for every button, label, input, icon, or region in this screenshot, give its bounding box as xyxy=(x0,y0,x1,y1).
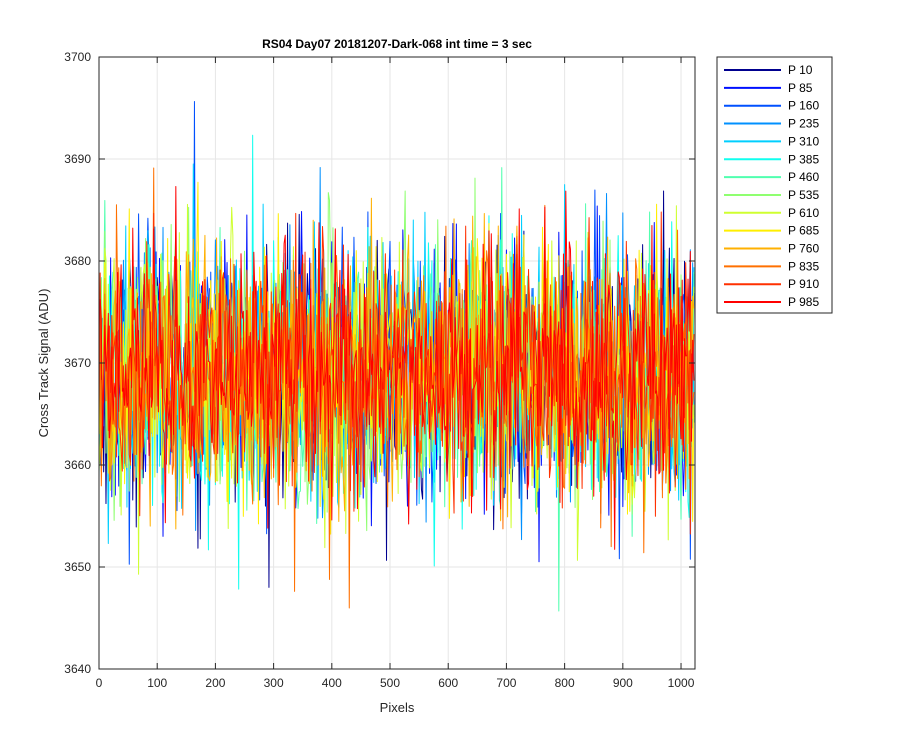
x-tick-label: 0 xyxy=(96,676,103,690)
x-axis-label: Pixels xyxy=(380,700,415,715)
legend-entry: P 535 xyxy=(788,188,819,202)
x-tick-label: 600 xyxy=(438,676,458,690)
legend-entry: P 85 xyxy=(788,81,813,95)
legend-entry: P 910 xyxy=(788,277,819,291)
legend-entry: P 310 xyxy=(788,134,819,148)
y-tick-label: 3680 xyxy=(64,254,91,268)
legend-box xyxy=(716,56,833,314)
plot-area: 0 100 200 300 400 500 600 700 800 900 1000 3640 365… xyxy=(64,50,696,690)
legend-entry: P 460 xyxy=(788,170,819,184)
series-line-p985 xyxy=(98,185,695,550)
x-tick-label: 700 xyxy=(496,676,516,690)
x-tick-label: 1000 xyxy=(668,676,695,690)
y-tick-label: 3650 xyxy=(64,560,91,574)
legend-entry: P 160 xyxy=(788,99,819,113)
y-tick-label: 3690 xyxy=(64,152,91,166)
x-tick-label: 400 xyxy=(322,676,342,690)
x-tick-label: 500 xyxy=(380,676,400,690)
legend-entry: P 835 xyxy=(788,259,819,273)
legend-entry: P 760 xyxy=(788,242,819,256)
y-tick-label: 3670 xyxy=(64,356,91,370)
legend-entry: P 10 xyxy=(788,63,813,77)
x-axis-ticks: 0 100 200 300 400 500 600 700 800 900 1000 xyxy=(96,57,695,690)
series-lines xyxy=(98,100,695,612)
legend-entry: P 685 xyxy=(788,224,819,238)
x-tick-label: 800 xyxy=(555,676,575,690)
y-tick-label: 3700 xyxy=(64,50,91,64)
y-tick-label: 3640 xyxy=(64,662,91,676)
legend-entry: P 235 xyxy=(788,117,819,131)
y-tick-label: 3660 xyxy=(64,458,91,472)
legend-entry: P 385 xyxy=(788,152,819,166)
y-axis-label: Cross Track Signal (ADU) xyxy=(36,289,51,438)
chart-title: RS04 Day07 20181207-Dark-068 int time = … xyxy=(262,37,532,51)
y-axis-ticks: 3640 3650 3660 3670 3680 3690 3700 xyxy=(64,50,695,676)
x-tick-label: 200 xyxy=(205,676,225,690)
x-tick-label: 900 xyxy=(613,676,633,690)
x-tick-label: 300 xyxy=(264,676,284,690)
legend-entry: P 610 xyxy=(788,206,819,220)
legend-entry: P 985 xyxy=(788,295,819,309)
legend: P 10 P 85 P 160 P 235 P 310 P 385 P 460 P 535 P … xyxy=(716,56,833,314)
x-tick-label: 100 xyxy=(147,676,167,690)
